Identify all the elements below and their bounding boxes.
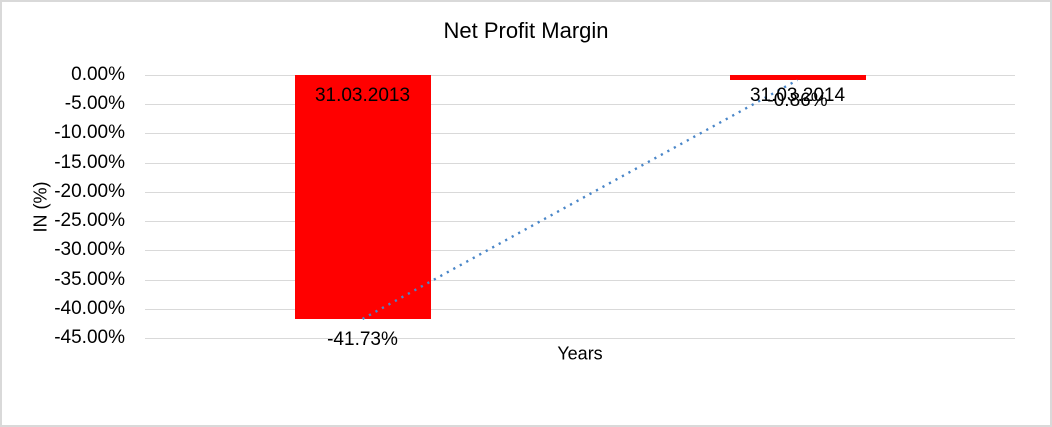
chart-title: Net Profit Margin [443,18,609,43]
gridline [145,162,1015,164]
gridline [145,104,1015,106]
y-axis-tick-label: -35.00% [54,268,125,290]
data-label: -41.73% [327,328,398,350]
gridline [145,250,1015,252]
gridline [145,75,1015,76]
bar [729,75,866,81]
y-axis-tick-label: -25.00% [54,210,125,232]
category-label: 31.03.2013 [314,85,411,106]
y-axis-tick-label: -5.00% [64,93,125,115]
gridline [145,338,1015,339]
y-axis-tick-label: -15.00% [54,151,125,173]
data-label: -0.86% [767,90,828,112]
y-axis-tick-label: -10.00% [54,122,125,144]
y-axis-tick-label: -20.00% [54,180,125,202]
gridline [145,133,1015,135]
x-axis-title: Years [557,343,603,364]
y-axis-tick-label: -30.00% [54,239,125,261]
gridline [145,191,1015,193]
y-axis-tick-label: -45.00% [54,327,125,348]
gridline [145,308,1015,310]
gridline [145,221,1015,223]
gridline [145,279,1015,281]
bar [294,75,431,319]
y-axis-tick-label: 0.00% [71,64,125,85]
y-axis-tick-label: -40.00% [54,297,125,319]
